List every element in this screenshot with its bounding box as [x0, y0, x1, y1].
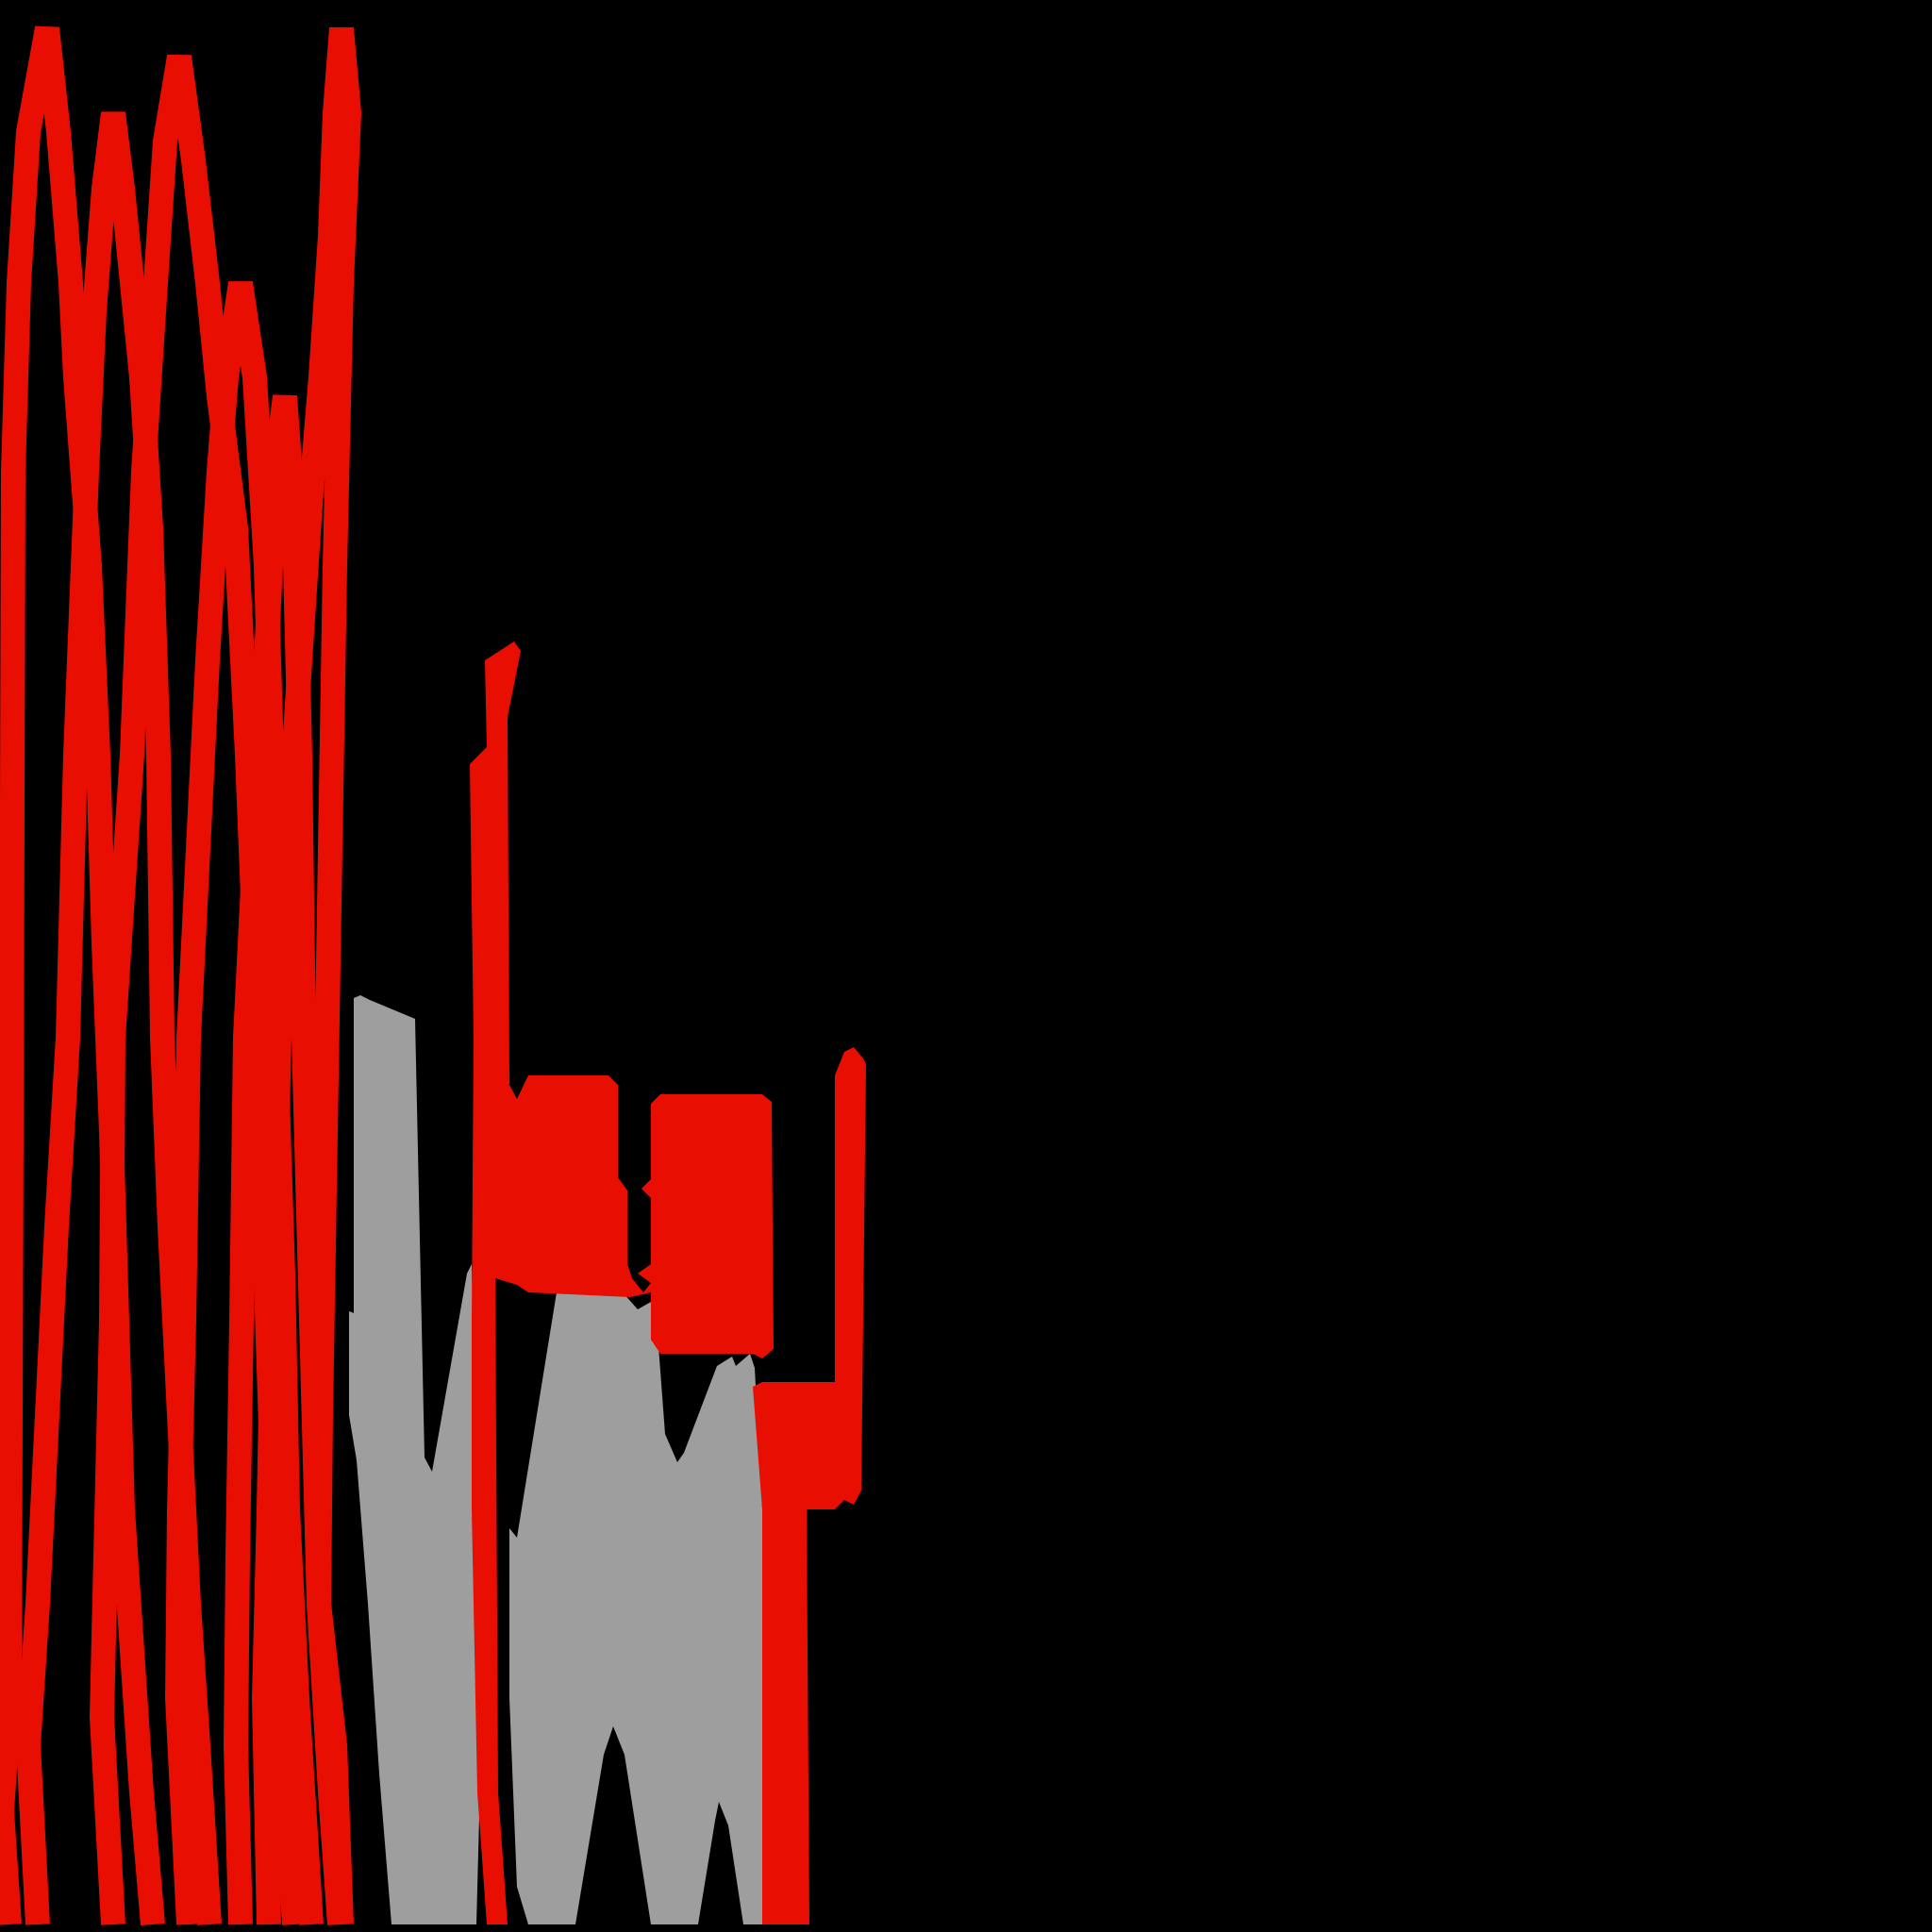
red-stroke-6 [251, 26, 362, 1925]
red-stroke-3 [89, 54, 307, 1925]
red-blocks [470, 641, 866, 1924]
red-stroke-1 [0, 25, 165, 1926]
gray-zigzag-strokes [349, 995, 762, 1924]
gray-shape-1 [354, 995, 481, 1924]
gray-shape-2 [349, 1311, 374, 1472]
red-zigzag-strokes [0, 25, 362, 1926]
red-block-3 [753, 1047, 866, 1924]
gray-shape-3 [509, 1283, 762, 1924]
red-block-2 [638, 1094, 774, 1358]
red-block-1 [470, 641, 651, 1924]
